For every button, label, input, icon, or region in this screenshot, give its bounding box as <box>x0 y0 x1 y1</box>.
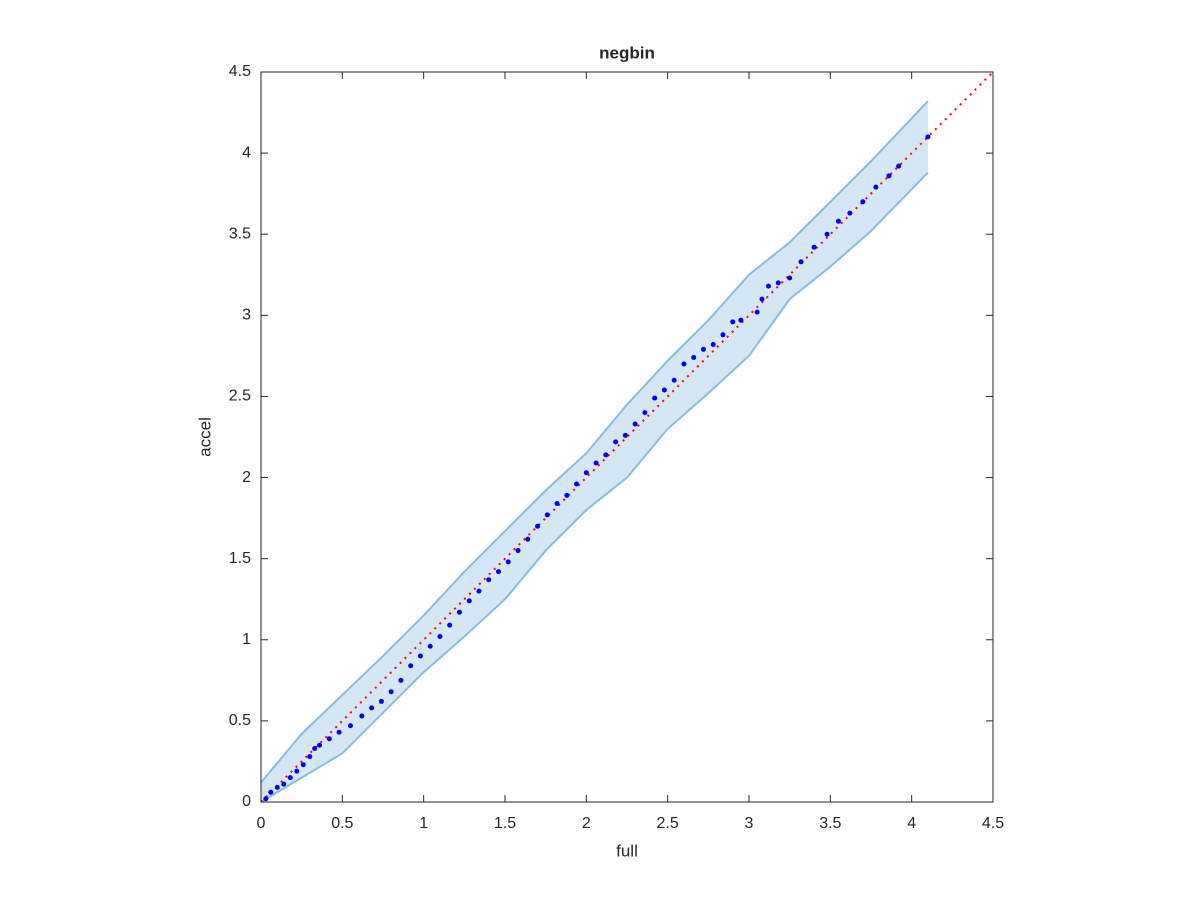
data-point <box>427 643 433 649</box>
data-point <box>437 634 443 640</box>
data-point <box>378 698 384 704</box>
data-point <box>476 588 482 594</box>
data-point <box>317 742 323 748</box>
data-point <box>847 210 853 216</box>
data-point <box>268 789 274 795</box>
data-point <box>312 745 318 751</box>
data-point <box>811 244 817 250</box>
data-point <box>730 319 736 325</box>
y-axis-label: accel <box>195 417 214 457</box>
x-tick-label: 2 <box>582 815 591 832</box>
data-point <box>896 163 902 169</box>
data-point <box>456 609 462 615</box>
data-point <box>873 184 879 190</box>
data-point <box>505 559 511 565</box>
data-point <box>652 395 658 401</box>
x-tick-label: 0.5 <box>331 815 353 832</box>
data-point <box>787 275 793 281</box>
data-point <box>263 796 269 802</box>
confidence-band <box>261 101 928 802</box>
y-tick-label: 2 <box>242 469 251 486</box>
data-point <box>700 346 706 352</box>
data-point <box>642 410 648 416</box>
data-point <box>603 452 609 458</box>
data-point <box>281 781 287 787</box>
data-point <box>326 736 332 742</box>
data-point <box>886 173 892 179</box>
data-point <box>759 296 765 302</box>
data-point <box>515 548 521 554</box>
data-point <box>359 713 365 719</box>
x-tick-label: 2.5 <box>657 815 679 832</box>
data-point <box>583 470 589 476</box>
data-point <box>408 663 414 669</box>
data-point <box>681 361 687 367</box>
y-tick-label: 3.5 <box>229 225 251 242</box>
data-point <box>798 259 804 265</box>
x-tick-label: 3.5 <box>819 815 841 832</box>
data-point <box>486 577 492 583</box>
x-axis-label: full <box>616 841 638 860</box>
x-tick-label: 1.5 <box>494 815 516 832</box>
data-point <box>398 677 404 683</box>
data-point <box>632 421 638 427</box>
axes-box <box>260 71 994 803</box>
data-point <box>535 523 541 529</box>
data-point <box>766 283 772 289</box>
data-point <box>544 512 550 518</box>
data-point <box>622 432 628 438</box>
y-tick-label: 2.5 <box>229 388 251 405</box>
data-point <box>574 481 580 487</box>
data-point <box>775 280 781 286</box>
band-upper <box>260 100 929 784</box>
data-point <box>661 387 667 393</box>
data-point <box>835 218 841 224</box>
data-point <box>738 317 744 323</box>
data-point <box>754 309 760 315</box>
data-point <box>710 342 716 348</box>
data-point <box>347 723 353 729</box>
data-point <box>495 569 501 575</box>
reference-line <box>260 71 994 803</box>
data-point <box>307 754 313 760</box>
data-point <box>860 199 866 205</box>
x-tick-label: 1 <box>419 815 428 832</box>
data-point <box>564 492 570 498</box>
y-tick-label: 0.5 <box>229 712 251 729</box>
data-point <box>300 762 306 768</box>
y-tick-label: 1.5 <box>229 550 251 567</box>
data-point <box>287 775 293 781</box>
data-point <box>336 729 342 735</box>
data-point <box>671 377 677 383</box>
y-tick-label: 3 <box>242 307 251 324</box>
x-tick-label: 4.5 <box>982 815 1004 832</box>
x-tick-label: 4 <box>907 815 916 832</box>
data-point <box>691 355 697 361</box>
data-point <box>720 332 726 338</box>
data-point <box>593 460 599 466</box>
data-point <box>417 653 423 659</box>
x-tick-label: 3 <box>745 815 754 832</box>
y-tick-label: 4.5 <box>229 63 251 80</box>
data-point <box>388 689 394 695</box>
y-tick-label: 4 <box>242 144 251 161</box>
band-lower <box>260 171 929 803</box>
x-tick-label: 0 <box>257 815 266 832</box>
data-point <box>613 439 619 445</box>
data-point <box>274 784 280 790</box>
y-tick-label: 1 <box>242 631 251 648</box>
data-point <box>824 231 830 237</box>
data-point <box>925 134 931 140</box>
data-point <box>447 622 453 628</box>
y-tick-label: 0 <box>242 793 251 810</box>
chart-title: negbin <box>599 43 655 62</box>
data-point <box>525 536 531 542</box>
data-point <box>369 705 375 711</box>
data-point <box>466 598 472 604</box>
data-point <box>294 768 300 774</box>
data-point <box>554 501 560 507</box>
